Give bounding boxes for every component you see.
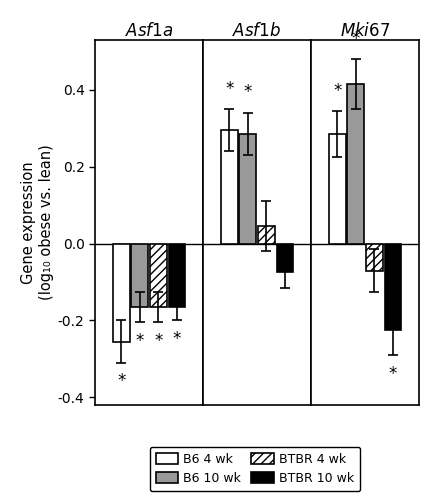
Legend: B6 4 wk, B6 10 wk, BTBR 4 wk, BTBR 10 wk: B6 4 wk, B6 10 wk, BTBR 4 wk, BTBR 10 wk [149, 446, 360, 491]
Text: *: * [225, 80, 233, 98]
Bar [329, 134, 346, 244]
Text: *: * [244, 84, 252, 102]
Bar [239, 134, 256, 244]
Title: $\it{Asf1b}$: $\it{Asf1b}$ [232, 22, 282, 40]
Title: $\it{Asf1a}$: $\it{Asf1a}$ [125, 22, 173, 40]
Bar [366, 244, 383, 270]
Bar [150, 244, 167, 307]
Bar [221, 130, 238, 244]
Bar [258, 226, 275, 244]
Text: *: * [154, 332, 162, 350]
Bar [276, 244, 293, 272]
Bar [113, 244, 130, 342]
Text: *: * [173, 330, 181, 348]
Text: *: * [333, 82, 341, 100]
Text: *: * [389, 364, 397, 382]
Y-axis label: Gene expression
(log₁₀ obese vs. lean): Gene expression (log₁₀ obese vs. lean) [21, 144, 54, 300]
Text: *: * [117, 372, 125, 390]
Text: *: * [136, 332, 144, 350]
Text: *: * [352, 30, 360, 48]
Bar [384, 244, 401, 330]
Bar [168, 244, 185, 307]
Title: $\it{Mki67}$: $\it{Mki67}$ [340, 22, 390, 40]
Bar [131, 244, 148, 307]
Bar [347, 84, 364, 243]
